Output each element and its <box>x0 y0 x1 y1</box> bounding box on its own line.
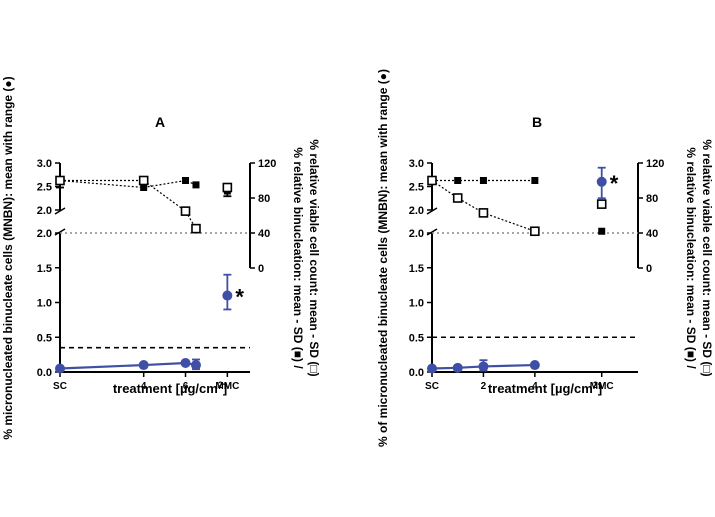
panel-b-x-tick-label: MMC <box>590 381 614 392</box>
panel-b: B % of micronucleated binucleate cells (… <box>376 69 714 447</box>
panel-b-relative-binucleation-mmc-point <box>598 227 606 235</box>
panel-b-relative-viable-cell-count-point <box>530 226 540 237</box>
panel-a-right-axis-title-1: % relative binucleation: mean - SD (■) / <box>291 147 305 369</box>
panel-b-left-axis-title: % of micronucleated binucleate cells (MN… <box>376 69 390 447</box>
panel-b-relative-viable-cell-count-point <box>452 193 463 203</box>
panel-b-x-axis-title-sup: 2 <box>593 380 598 390</box>
panel-a-relative-binucleation-point <box>182 177 190 184</box>
panel-a-relative-binucleation-line <box>59 179 197 189</box>
panel-a-x-tick-label: SC <box>53 381 67 392</box>
panel-a-mnbn-point <box>55 363 65 374</box>
panel-a-plot: 2.0 2.5 3.0 0.0 0.5 1.0 1.5 2.0 0 40 80 120 SC 4 6 MMC * <box>37 158 277 392</box>
panel-b-right-axis-title-2: % relative viable cell count: mean - SD … <box>700 139 714 376</box>
panel-b-right-tick-label: 120 <box>646 158 664 170</box>
panel-a-relative-viable-cell-count-point <box>191 223 201 234</box>
panel-a-right-tick-label: 0 <box>258 263 264 275</box>
panel-a-axis-break-lower <box>54 228 66 236</box>
panel-a-significance-asterisk: * <box>235 285 244 310</box>
panel-a-left-tick-lower-label: 2.0 <box>37 228 52 240</box>
panel-b-right-tick-label: 80 <box>646 193 658 205</box>
panel-a: A % micronucleated binucleate cells (MNB… <box>1 76 321 439</box>
panel-a-relative-viable-cell-count-line <box>60 179 197 229</box>
panel-a-x-tick-label: 4 <box>141 381 147 392</box>
panel-b-label: B <box>532 114 542 130</box>
panel-a-right-axis-title-2: % relative viable cell count: mean - SD … <box>307 139 321 376</box>
panel-a-left-tick-upper-label: 2.5 <box>37 182 52 194</box>
panel-a-left-tick-lower-label: 1.5 <box>37 263 52 275</box>
panel-a-left-tick-upper-label: 3.0 <box>37 158 52 170</box>
panel-b-relative-viable-cell-count-point <box>478 208 489 218</box>
panel-b-x-axis-title: treatment [µg/cm2] <box>488 380 602 396</box>
panel-a-mnbn-point <box>138 360 149 371</box>
panel-a-mnbn-point <box>190 360 201 371</box>
panel-a-left-tick-lower-label: 1.0 <box>37 298 52 310</box>
panel-a-left-axis-title: % micronucleated binucleate cells (MNBN)… <box>1 76 15 439</box>
panel-b-significance-asterisk: * <box>610 171 619 196</box>
panel-a-mnbn-line <box>59 361 197 370</box>
panel-b-mnbn-point <box>452 362 463 373</box>
panel-b-left-tick-upper-label: 2.0 <box>409 205 424 217</box>
panel-a-x-tick-label: 6 <box>183 381 189 392</box>
panel-b-x-tick-label: 2 <box>481 381 487 392</box>
panel-b-mnbn-point <box>478 361 489 372</box>
panel-b-relative-binucleation-point <box>479 177 487 184</box>
panel-a-relative-viable-cell-count-point <box>180 206 191 216</box>
panel-a-x-tick-label: MMC <box>215 381 239 392</box>
panel-a-mnbn-mmc-point <box>222 290 233 301</box>
panel-b-left-tick-lower-label: 2.0 <box>409 228 424 240</box>
panel-a-relative-viable-cell-count-point <box>138 175 149 186</box>
panel-a-right-tick-label: 80 <box>258 193 270 205</box>
panel-a-x-axis-title: treatment [µg/cm2] <box>113 380 227 396</box>
panel-a-right-tick-label: 120 <box>258 158 276 170</box>
panel-b-left-tick-upper-label: 3.0 <box>409 158 424 170</box>
panel-b-x-tick-label: 4 <box>532 381 538 392</box>
panel-a-relative-binucleation-point <box>140 184 148 191</box>
panel-b-mnbn-point <box>427 363 437 374</box>
panel-b-left-tick-lower-label: 1.0 <box>409 298 424 310</box>
panel-b-right-axis-title-1: % relative binucleation: mean - SD (■) / <box>684 147 698 369</box>
panel-b-left-tick-lower-label: 1.5 <box>409 263 424 275</box>
panel-b-axis-break-lower <box>426 228 438 236</box>
panel-b-x-axis-title-close: ] <box>598 381 602 396</box>
panel-a-label: A <box>155 114 165 130</box>
panel-b-axis-break-upper <box>426 207 438 215</box>
panel-a-relative-viable-cell-count-point <box>55 175 65 186</box>
panel-a-relative-binucleation-point <box>192 181 200 189</box>
panel-a-mnbn-point <box>180 357 191 368</box>
panel-b-relative-viable-cell-count-mmc-point <box>596 199 607 209</box>
panel-b-relative-binucleation-point <box>454 177 462 184</box>
panel-b-mnbn-point <box>529 360 540 371</box>
panel-a-x-axis-title-sup: 2 <box>218 380 223 390</box>
panel-b-right-tick-label: 0 <box>646 263 652 275</box>
panel-b-x-axis-title-text: treatment [µg/cm <box>488 381 593 396</box>
panel-b-relative-viable-cell-count-point <box>427 175 437 186</box>
panel-b-mnbn-line <box>431 363 535 370</box>
panel-b-left-tick-lower-label: 0.0 <box>409 367 424 379</box>
panel-b-relative-binucleation-point <box>531 177 539 184</box>
panel-a-x-axis-title-close: ] <box>223 381 227 396</box>
panel-b-right-tick-label: 40 <box>646 228 658 240</box>
panel-a-x-axis-title-text: treatment [µg/cm <box>113 381 218 396</box>
panel-a-left-tick-upper-label: 2.0 <box>37 205 52 217</box>
panel-a-right-tick-label: 40 <box>258 228 270 240</box>
panel-b-relative-viable-cell-count-line <box>431 180 536 232</box>
panel-b-mnbn-mmc-point <box>596 176 607 187</box>
panel-b-x-tick-label: SC <box>425 381 439 392</box>
panel-b-plot: 2.0 2.5 3.0 0.0 0.5 1.0 1.5 2.0 0 40 80 120 SC 2 4 MMC * <box>409 158 665 392</box>
panel-a-relative-viable-cell-count-mmc-point <box>222 182 233 193</box>
panel-a-left-tick-lower-label: 0.0 <box>37 367 52 379</box>
panel-a-axis-break-upper <box>54 207 66 215</box>
panel-b-left-tick-upper-label: 2.5 <box>409 182 424 194</box>
panel-b-left-tick-lower-label: 0.5 <box>409 332 424 344</box>
panel-a-left-tick-lower-label: 0.5 <box>37 332 52 344</box>
